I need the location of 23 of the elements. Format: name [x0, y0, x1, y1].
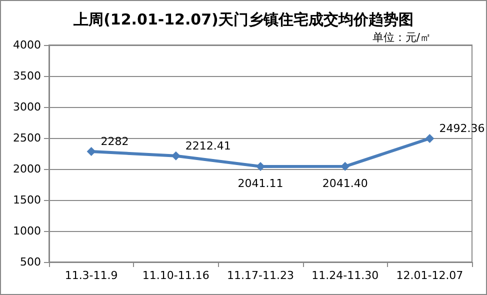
x-tick-label: 11.17-11.23	[227, 269, 294, 282]
point	[340, 162, 350, 171]
point	[86, 147, 96, 156]
y-tick-label: 2500	[13, 132, 41, 144]
x-tick-label: 11.10-11.16	[142, 269, 210, 282]
y-tick-label: 1500	[13, 194, 41, 206]
y-tick-label: 4000	[13, 38, 41, 52]
chart-subtitle: 单位：元/㎡	[372, 31, 432, 44]
y-tick-label: 2000	[13, 162, 41, 176]
data-label: 2212.41	[185, 139, 231, 152]
x-tick-label: 11.24-11.30	[312, 269, 379, 282]
y-tick-label: 1000	[13, 224, 41, 238]
x-tick-label: 11.3-11.9	[64, 269, 118, 282]
data-label: 2041.11	[238, 176, 284, 190]
x-tick-label: 12.01-12.07	[396, 269, 464, 282]
chart-title: 上周(12.01-12.07)天门乡镇住宅成交均价趋势图	[72, 10, 414, 28]
data-label: 2492.36	[439, 122, 485, 135]
y-tick-label: 3500	[13, 70, 41, 82]
y-tick-label: 500	[20, 256, 41, 268]
data-label: 2041.40	[322, 176, 368, 190]
y-tick-label: 3000	[13, 100, 41, 114]
point	[425, 134, 434, 143]
data-label: 2282	[100, 135, 129, 148]
